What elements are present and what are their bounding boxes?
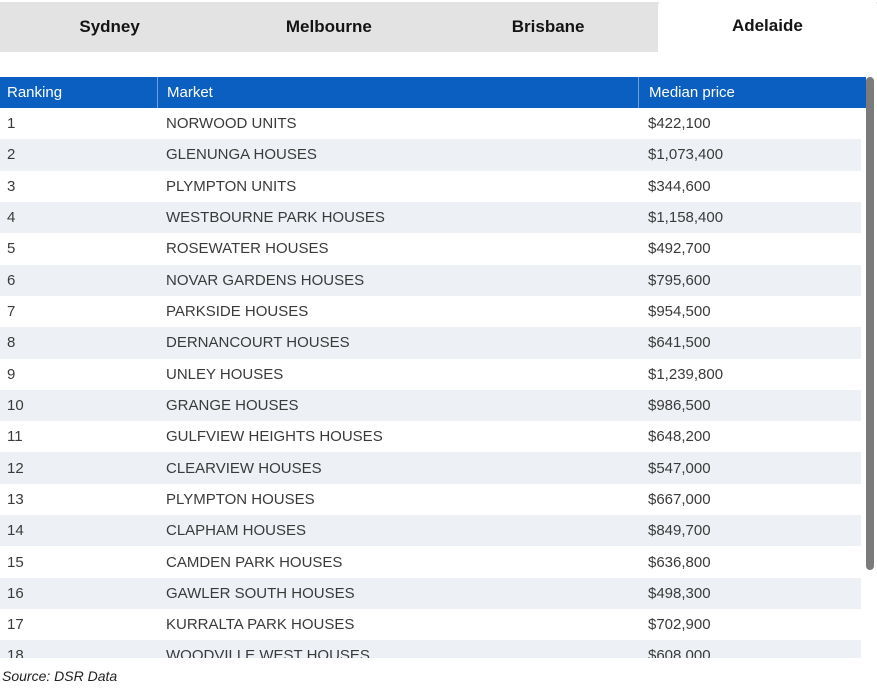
cell-ranking: 12 <box>7 459 24 477</box>
tab-adelaide[interactable]: Adelaide <box>657 0 877 52</box>
table-row: 7 PARKSIDE HOUSES $954,500 <box>0 295 861 328</box>
cell-market: PARKSIDE HOUSES <box>166 303 309 321</box>
cell-median-price: $1,158,400 <box>648 209 724 227</box>
cell-median-price: $1,239,800 <box>648 365 724 383</box>
cell-median-price: $344,600 <box>648 177 711 195</box>
cell-median-price: $608,000 <box>648 647 711 658</box>
cell-ranking: 1 <box>7 115 16 133</box>
cell-market: WESTBOURNE PARK HOUSES <box>166 209 385 227</box>
table-row: 2 GLENUNGA HOUSES $1,073,400 <box>0 139 861 171</box>
cell-median-price: $422,100 <box>648 115 711 133</box>
table-row: 10 GRANGE HOUSES $986,500 <box>0 389 861 422</box>
cell-market: PLYMPTON UNITS <box>166 177 297 195</box>
column-header-market: Market <box>157 77 638 108</box>
tab-melbourne[interactable]: Melbourne <box>285 17 372 36</box>
cell-median-price: $1,073,400 <box>648 146 724 164</box>
table-row: 1 NORWOOD UNITS $422,100 <box>0 108 861 140</box>
cell-ranking: 3 <box>7 177 16 195</box>
cell-market: UNLEY HOUSES <box>166 365 284 383</box>
cell-median-price: $849,700 <box>648 522 711 540</box>
cell-median-price: $702,900 <box>648 616 711 634</box>
cell-ranking: 8 <box>7 334 16 352</box>
table-row: 18 WOODVILLE WEST HOUSES $608,000 <box>0 640 861 658</box>
cell-ranking: 18 <box>7 647 24 658</box>
cell-ranking: 15 <box>7 553 24 571</box>
table-row: 11 GULFVIEW HEIGHTS HOUSES $648,200 <box>0 421 861 453</box>
table-row: 16 GAWLER SOUTH HOUSES $498,300 <box>0 577 861 609</box>
cell-ranking: 7 <box>7 303 16 321</box>
table-row: 15 CAMDEN PARK HOUSES $636,800 <box>0 546 861 578</box>
cell-median-price: $648,200 <box>648 428 711 446</box>
column-header-ranking: Ranking <box>7 84 63 101</box>
cell-ranking: 13 <box>7 490 24 508</box>
cell-median-price: $547,000 <box>648 459 711 477</box>
cell-median-price: $986,500 <box>648 396 711 414</box>
ranking-table: Ranking Market Median price 1 NORWOOD UNI… <box>0 77 877 658</box>
cell-ranking: 11 <box>7 428 23 446</box>
table-row: 8 DERNANCOURT HOUSES $641,500 <box>0 327 861 359</box>
cell-market: CAMDEN PARK HOUSES <box>166 553 343 571</box>
cell-ranking: 4 <box>7 209 16 227</box>
tab-bar: Sydney Melbourne Brisbane Adelaide <box>0 0 877 52</box>
cell-ranking: 9 <box>7 365 16 383</box>
cell-median-price: $498,300 <box>648 584 711 602</box>
cell-market: DERNANCOURT HOUSES <box>166 334 350 352</box>
cell-ranking: 10 <box>7 396 24 414</box>
cell-median-price: $954,500 <box>648 303 711 321</box>
source-caption: Source: DSR Data <box>2 668 118 684</box>
cell-median-price: $636,800 <box>648 553 711 571</box>
cell-market: ROSEWATER HOUSES <box>166 240 329 258</box>
cell-market: KURRALTA PARK HOUSES <box>166 616 355 634</box>
cell-market: CLEARVIEW HOUSES <box>166 459 322 477</box>
cell-market: NOVAR GARDENS HOUSES <box>166 271 365 289</box>
vertical-scrollbar-thumb[interactable] <box>866 77 874 570</box>
cell-market: PLYMPTON HOUSES <box>166 490 315 508</box>
cell-market: NORWOOD UNITS <box>166 115 297 133</box>
cell-ranking: 14 <box>7 522 24 540</box>
cell-market: GRANGE HOUSES <box>166 396 299 414</box>
column-header-median-price: Median price <box>638 77 866 108</box>
table-row: 6 NOVAR GARDENS HOUSES $795,600 <box>0 264 861 296</box>
table-row: 5 ROSEWATER HOUSES $492,700 <box>0 233 861 265</box>
table-row: 4 WESTBOURNE PARK HOUSES $1,158,400 <box>0 201 861 234</box>
cell-median-price: $667,000 <box>648 490 711 508</box>
cell-median-price: $641,500 <box>648 334 711 352</box>
table-row: 3 PLYMPTON UNITS $344,600 <box>0 170 861 202</box>
table-row: 9 UNLEY HOUSES $1,239,800 <box>0 358 861 390</box>
cell-ranking: 16 <box>7 584 24 602</box>
tab-sydney[interactable]: Sydney <box>79 17 140 36</box>
cell-median-price: $795,600 <box>648 271 711 289</box>
cell-ranking: 17 <box>7 616 24 634</box>
cell-market: GLENUNGA HOUSES <box>166 146 317 164</box>
cell-market: CLAPHAM HOUSES <box>166 522 307 540</box>
cell-median-price: $492,700 <box>648 240 711 258</box>
cell-market: GULFVIEW HEIGHTS HOUSES <box>166 428 383 446</box>
table-row: 17 KURRALTA PARK HOUSES $702,900 <box>0 609 861 641</box>
table-row: 14 CLAPHAM HOUSES $849,700 <box>0 515 861 547</box>
cell-market: WOODVILLE WEST HOUSES <box>166 647 370 658</box>
table-header-row: Ranking Market Median price <box>0 77 866 108</box>
table-body: 1 NORWOOD UNITS $422,100 2 GLENUNGA HOUSES $1… <box>0 108 877 658</box>
table-row: 12 CLEARVIEW HOUSES $547,000 <box>0 452 861 484</box>
tab-brisbane[interactable]: Brisbane <box>511 17 585 36</box>
cell-market: GAWLER SOUTH HOUSES <box>166 584 355 602</box>
table-row: 13 PLYMPTON HOUSES $667,000 <box>0 483 861 516</box>
cell-ranking: 5 <box>7 240 16 258</box>
cell-ranking: 2 <box>7 146 16 164</box>
cell-ranking: 6 <box>7 271 16 289</box>
